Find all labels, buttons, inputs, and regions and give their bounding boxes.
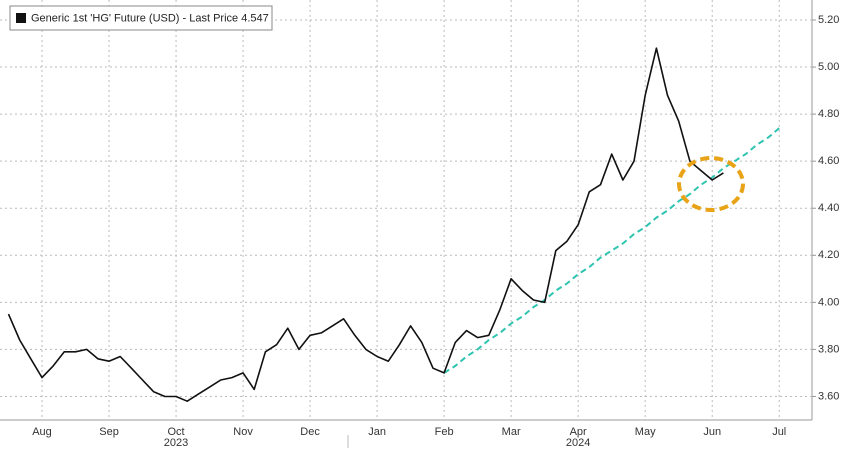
year-label: 2023 — [164, 437, 188, 449]
y-tick-label: 5.20 — [818, 14, 839, 26]
price-line — [7, 47, 724, 402]
legend-box — [9, 5, 273, 31]
legend: Generic 1st 'HG' Future (USD) - Last Pri… — [9, 5, 273, 31]
x-tick-label: Oct — [167, 426, 184, 438]
marks — [7, 47, 780, 402]
y-tick-label: 3.60 — [818, 390, 839, 402]
legend-label: Generic 1st 'HG' Future (USD) - Last Pri… — [31, 12, 269, 24]
x-tick-label: Aug — [32, 426, 52, 438]
y-tick-label: 5.00 — [818, 61, 839, 73]
x-tick-label: Jan — [368, 426, 386, 438]
y-tick-label: 4.20 — [818, 249, 839, 261]
x-tick-label: Nov — [233, 426, 253, 438]
y-tick-label: 4.40 — [818, 202, 839, 214]
year-label: 2024 — [566, 437, 590, 449]
legend-swatch — [16, 13, 26, 23]
x-tick-label: Feb — [435, 426, 454, 438]
x-tick-label: Jul — [772, 426, 786, 438]
x-tick-label: Dec — [300, 426, 320, 438]
x-tick-label: Sep — [99, 426, 119, 438]
x-tick-label: May — [635, 426, 656, 438]
y-tick-label: 4.60 — [818, 155, 839, 167]
x-tick-label: Jun — [703, 426, 721, 438]
plot-area — [0, 0, 812, 420]
y-tick-label: 4.00 — [818, 296, 839, 308]
x-tick-label: Apr — [570, 426, 587, 438]
highlight-ellipse — [677, 156, 745, 212]
y-tick-label: 4.80 — [818, 108, 839, 120]
x-tick-label: Mar — [502, 426, 521, 438]
y-tick-label: 3.80 — [818, 343, 839, 355]
